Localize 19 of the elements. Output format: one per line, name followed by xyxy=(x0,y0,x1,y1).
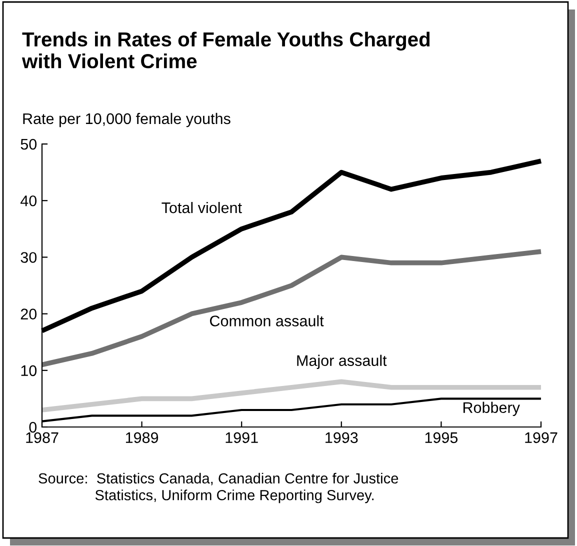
y-tick-label: 10 xyxy=(21,365,37,376)
series-label: Total violent xyxy=(162,202,242,214)
y-tick-label: 50 xyxy=(20,138,37,150)
x-tick-label: 1993 xyxy=(326,432,358,444)
x-tick-label: 1987 xyxy=(26,432,58,444)
y-axis-title: Rate per 10,000 female youths xyxy=(23,112,230,128)
x-tick-label: 1997 xyxy=(525,432,558,444)
x-tick-label: 1991 xyxy=(226,432,258,444)
source-note: Source: Statistics Canada, Canadian Centre for Justice Statistics, Uniform Crime Reporting Survey. xyxy=(38,472,398,504)
series-label: Robbery xyxy=(463,402,520,416)
series-label: Major assault xyxy=(297,354,387,370)
chart-title: Trends in Rates of Female Youths Charged with Violent Crime xyxy=(22,32,430,68)
y-tick-label: 0 xyxy=(29,422,37,433)
y-tick-label: 30 xyxy=(20,252,37,263)
y-tick-label: 20 xyxy=(20,308,37,320)
y-tick-label: 40 xyxy=(20,195,37,206)
x-tick-label: 1989 xyxy=(126,432,158,444)
x-tick-label: 1995 xyxy=(425,432,458,444)
series-label: Common assault xyxy=(210,315,324,326)
